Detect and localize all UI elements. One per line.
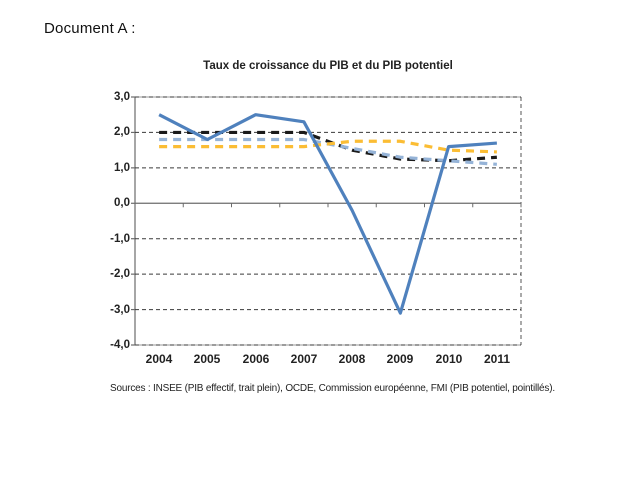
series-line-3 [159, 139, 497, 154]
x-axis-tick-label: 2005 [193, 352, 221, 366]
x-axis-tick-label: 2007 [290, 352, 318, 366]
x-axis-tick-label: 2006 [242, 352, 270, 366]
y-axis-tick-label: -2,0 [110, 268, 130, 280]
y-axis-tick-label: 2,0 [114, 126, 130, 138]
y-axis-tick-label: -4,0 [110, 339, 130, 351]
x-axis-tick-label: 2010 [435, 352, 463, 366]
x-axis-tick-label: 2008 [338, 352, 366, 366]
x-axis-tick-label: 2004 [145, 352, 173, 366]
y-axis-tick-label: 3,0 [114, 91, 130, 103]
y-axis-tick-label: -3,0 [110, 304, 130, 316]
y-axis-tick-label: -1,0 [110, 233, 130, 245]
y-axis-tick-label: 0,0 [114, 197, 130, 209]
source-note: Sources : INSEE (PIB effectif, trait ple… [110, 383, 555, 394]
series-line-0 [158, 113, 497, 315]
y-axis-tick-label: 1,0 [114, 162, 130, 174]
x-axis-tick-label: 2011 [483, 352, 511, 366]
document-label: Document A : [44, 20, 136, 37]
x-axis-tick-label: 2009 [386, 352, 414, 366]
chart-title: Taux de croissance du PIB et du PIB pote… [203, 60, 453, 72]
